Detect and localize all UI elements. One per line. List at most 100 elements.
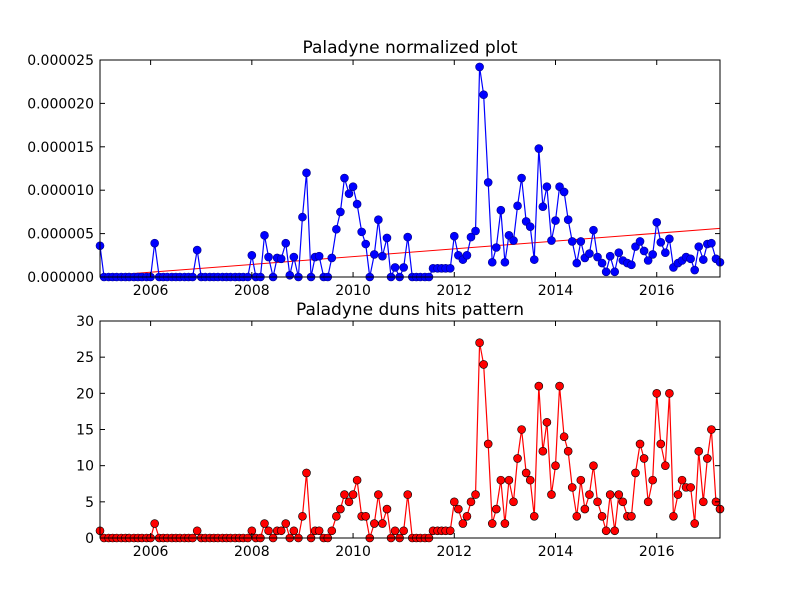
top-data-point: [332, 224, 341, 234]
bottom-data-point: [504, 475, 514, 485]
top-data-point: [399, 263, 408, 272]
top-data-point: [445, 264, 455, 273]
top-data-point: [517, 173, 526, 183]
bottom-data-point: [264, 526, 273, 536]
bottom-data-point: [517, 425, 526, 434]
top-data-point: [340, 173, 349, 183]
bottom-data-point: [378, 519, 387, 528]
top-y-tick-label: 0.000000: [27, 270, 94, 286]
bottom-x-tick-label: 2006: [133, 544, 169, 560]
bottom-data-point: [567, 483, 577, 492]
bottom-y-tick-label: 30: [76, 314, 94, 330]
bottom-x-tick-label: 2010: [335, 544, 371, 560]
bottom-data-point: [605, 490, 615, 499]
top-data-point: [707, 238, 716, 248]
top-data-point: [593, 252, 602, 262]
bottom-data-point: [580, 504, 590, 514]
bottom-subplot: Paladyne duns hits pattern 2006 2008 2010 2…: [76, 300, 725, 560]
bottom-data-point: [449, 497, 459, 507]
bottom-data-point: [698, 497, 708, 507]
bottom-data-point: [344, 497, 354, 507]
top-data-point: [529, 255, 539, 264]
bottom-data-point: [340, 490, 349, 499]
top-data-point: [281, 238, 291, 248]
bottom-y-tick-label: 20: [76, 386, 94, 402]
top-data-point: [643, 256, 653, 265]
bottom-chart-title: Paladyne duns hits pattern: [296, 300, 524, 320]
top-data-point: [150, 238, 159, 248]
bottom-data-point: [707, 425, 716, 434]
top-data-point: [559, 187, 569, 197]
top-plot-area: 2006 2008 2010 2012 2014 2016 0.000000 0.000005…: [27, 53, 725, 299]
bottom-data-point: [652, 389, 662, 398]
bottom-data-point: [332, 511, 341, 521]
top-data-point: [648, 250, 657, 259]
top-data-point: [698, 255, 708, 264]
bottom-data-point: [703, 454, 712, 463]
top-data-point: [597, 258, 607, 268]
top-data-point: [542, 182, 552, 192]
top-data-point: [652, 218, 662, 227]
bottom-data-point: [648, 475, 657, 485]
top-data-point: [289, 252, 299, 262]
bottom-data-point: [529, 511, 539, 521]
bottom-data-point: [302, 468, 311, 478]
bottom-data-point: [521, 468, 531, 478]
top-data-point: [361, 239, 371, 249]
top-data-point: [567, 237, 577, 246]
bottom-data-point: [576, 475, 586, 485]
top-y-tick-label: 0.000010: [27, 183, 94, 199]
bottom-data-point: [559, 432, 569, 442]
bottom-data-point: [572, 511, 582, 521]
top-data-point: [449, 231, 459, 241]
top-data-point: [534, 144, 544, 153]
bottom-data-point: [614, 490, 624, 499]
top-subplot: Paladyne normalized plot 2006 2008 2010 201…: [27, 38, 725, 299]
bottom-data-point: [686, 483, 695, 492]
top-data-point: [610, 267, 620, 277]
top-data-point: [370, 250, 379, 259]
bottom-data-point: [601, 526, 611, 536]
top-data-point: [496, 205, 506, 215]
bottom-data-point: [690, 519, 699, 528]
top-data-point: [576, 237, 586, 246]
bottom-data-point: [665, 389, 674, 398]
bottom-data-point: [677, 475, 687, 485]
top-data-point: [656, 237, 666, 247]
bottom-x-tick-label: 2012: [436, 544, 472, 560]
top-data-point: [665, 234, 674, 244]
bottom-data-point: [525, 475, 535, 485]
top-data-point: [302, 168, 311, 178]
top-y-tick-label: 0.000020: [27, 96, 94, 112]
bottom-data-point: [374, 490, 383, 499]
bottom-data-point: [597, 511, 607, 521]
bottom-data-point: [327, 526, 337, 536]
top-data-point: [403, 232, 413, 242]
top-data-point: [390, 263, 400, 272]
bottom-data-point: [289, 526, 299, 536]
bottom-data-point: [635, 439, 645, 449]
bottom-data-point: [479, 360, 488, 369]
bottom-y-tick-label: 10: [76, 459, 94, 475]
top-y-tick-label: 0.000005: [27, 227, 94, 243]
bottom-data-point: [643, 497, 653, 507]
top-x-tick-label: 2008: [234, 283, 270, 299]
bottom-data-point: [298, 511, 307, 521]
bottom-data-point: [563, 446, 573, 456]
bottom-data-point: [458, 519, 468, 528]
top-y-tick-label: 0.000015: [27, 140, 94, 156]
top-data-point: [336, 207, 345, 217]
bottom-data-point: [669, 511, 678, 521]
bottom-data-point: [585, 490, 594, 499]
bottom-data-point: [462, 511, 472, 521]
top-data-point: [627, 260, 636, 270]
bottom-plot-area: 2006 2008 2010 2012 2014 2016 0 5 10 15 20 25 30: [76, 314, 725, 560]
top-data-point: [491, 243, 501, 252]
bottom-data-point: [618, 497, 628, 507]
bottom-data-point: [483, 439, 493, 449]
top-data-point: [513, 201, 522, 211]
bottom-data-point: [352, 475, 362, 485]
bottom-data-point: [150, 519, 159, 528]
bottom-data-point: [656, 439, 666, 449]
